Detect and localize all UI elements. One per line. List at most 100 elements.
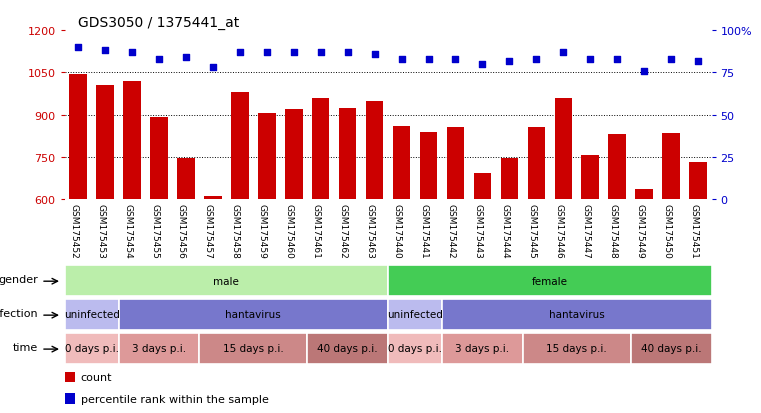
Text: hantavirus: hantavirus [225,310,282,320]
Text: uninfected: uninfected [64,310,119,320]
Text: gender: gender [0,274,38,284]
Bar [307,333,388,364]
Point [584,57,597,63]
Bar [609,135,626,200]
Bar [581,155,599,200]
Point [503,58,515,65]
Text: GSM175451: GSM175451 [689,203,698,258]
Point [422,57,435,63]
Text: GSM175445: GSM175445 [527,203,537,258]
Point [450,57,462,63]
Bar [150,117,167,200]
Text: 15 days p.i.: 15 days p.i. [223,344,284,354]
Point [342,50,354,56]
Bar [388,333,442,364]
Text: time: time [13,342,38,352]
Text: GSM175463: GSM175463 [365,203,374,258]
Bar [420,132,438,200]
Text: GSM175461: GSM175461 [312,203,320,258]
Point [476,62,489,68]
Text: GSM175453: GSM175453 [96,203,105,258]
Text: GSM175440: GSM175440 [393,203,402,258]
Text: GSM175450: GSM175450 [662,203,671,258]
Bar [388,299,442,330]
Bar [527,128,545,200]
Text: 0 days p.i.: 0 days p.i. [65,344,119,354]
Bar [366,101,384,200]
Text: GSM175455: GSM175455 [150,203,159,258]
Bar [285,110,303,200]
Text: GSM175446: GSM175446 [554,203,563,258]
Bar [97,86,114,200]
Point [180,55,192,61]
Text: 0 days p.i.: 0 days p.i. [388,344,442,354]
Bar [339,108,356,200]
Bar [689,162,707,200]
Point [288,50,300,56]
Bar [119,299,388,330]
Text: GSM175458: GSM175458 [231,203,240,258]
Text: GSM175447: GSM175447 [581,203,591,258]
Point [638,68,650,75]
Bar [501,159,518,200]
Text: GSM175454: GSM175454 [123,203,132,258]
Bar [119,333,199,364]
Text: GSM175460: GSM175460 [285,203,294,258]
Point [99,48,111,55]
Bar [631,333,712,364]
Text: GSM175444: GSM175444 [501,203,509,258]
Point [153,57,165,63]
Bar [635,190,653,200]
Text: 40 days p.i.: 40 days p.i. [317,344,378,354]
Text: hantavirus: hantavirus [549,310,605,320]
Bar [65,333,119,364]
Bar [65,265,388,297]
Text: uninfected: uninfected [387,310,443,320]
Text: GSM175449: GSM175449 [635,203,644,258]
Bar [442,299,712,330]
Text: percentile rank within the sample: percentile rank within the sample [81,394,269,404]
Bar [473,174,491,200]
Bar [177,158,195,200]
Bar [523,333,631,364]
Bar [393,127,410,200]
Text: GSM175462: GSM175462 [339,203,348,258]
Text: GSM175456: GSM175456 [177,203,186,258]
Text: count: count [81,372,112,382]
Point [72,45,84,51]
Point [234,50,246,56]
Text: female: female [532,276,568,286]
Bar [65,372,75,382]
Point [314,50,326,56]
Bar [69,75,87,200]
Bar [312,99,330,200]
Text: 3 days p.i.: 3 days p.i. [455,344,510,354]
Bar [123,82,141,200]
Bar [231,93,249,200]
Point [692,58,704,65]
Text: 15 days p.i.: 15 days p.i. [546,344,607,354]
Bar [199,333,307,364]
Point [368,51,380,58]
Bar [388,265,712,297]
Bar [65,299,119,330]
Bar [662,134,680,200]
Text: infection: infection [0,308,38,318]
Text: male: male [213,276,240,286]
Bar [442,333,523,364]
Bar [555,99,572,200]
Point [557,50,569,56]
Text: GDS3050 / 1375441_at: GDS3050 / 1375441_at [78,16,239,30]
Text: GSM175448: GSM175448 [608,203,617,258]
Point [665,57,677,63]
Bar [204,196,221,200]
Point [530,57,543,63]
Point [207,65,219,71]
Text: GSM175442: GSM175442 [447,203,456,258]
Text: GSM175452: GSM175452 [69,203,78,258]
Text: GSM175457: GSM175457 [204,203,213,258]
Text: 40 days p.i.: 40 days p.i. [641,344,702,354]
Point [126,50,139,56]
Bar [258,114,275,200]
Point [611,57,623,63]
